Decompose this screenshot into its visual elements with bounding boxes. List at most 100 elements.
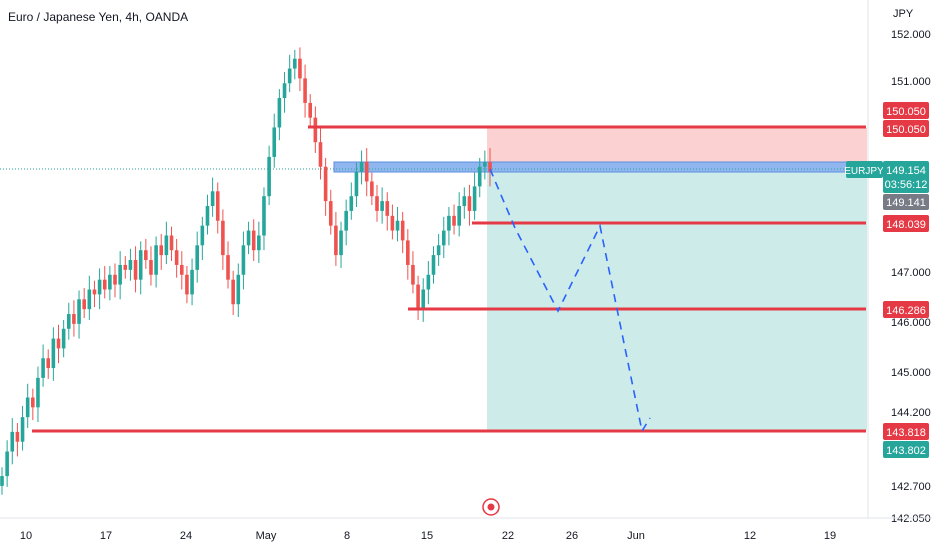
candle-body [395,220,400,231]
candle-body [236,274,241,305]
candle-body [257,235,261,251]
candle-body [118,264,122,285]
candle-body [277,98,282,128]
candle-body [195,245,199,270]
candle-body [457,206,461,226]
tag-bg-143802 [883,441,929,458]
candle-body [488,161,492,172]
currency-label: JPY [893,8,914,20]
candle-body [339,230,343,256]
candle-body [215,191,220,221]
tag-150050-b: 150.050 [886,124,926,136]
candle-body [267,156,271,197]
candle-body [282,83,287,99]
tag-143802: 143.802 [886,445,926,457]
tag-150050-a: 150.050 [886,106,926,118]
candle-body [97,279,102,295]
candle-body [354,171,359,197]
projected-path[interactable] [489,168,651,434]
time-tick: 19 [824,530,836,542]
candles-group [0,47,492,495]
candle-body [87,289,92,310]
price-tick: 142.050 [891,513,931,525]
candle-body [108,274,112,290]
resistance-zone [333,161,867,173]
tag-bg-148039 [883,215,929,232]
candle-body [241,245,246,275]
candle-body [46,358,51,369]
candle-body [436,245,441,256]
candle-body [370,181,374,197]
candle-body [51,338,56,369]
candle-body [411,264,415,285]
tag-bg-146286 [883,301,929,318]
candle-body [380,201,384,211]
candle-body [447,215,451,231]
candle-body [123,264,128,270]
price-tick: 151.000 [891,76,931,88]
last-price-tag-bg [883,161,929,193]
candle-body [359,161,364,172]
candle-body [385,201,390,216]
candle-body [144,250,148,261]
candle-body [41,358,45,378]
chart-title: Euro / Japanese Yen, 4h, OANDA [8,10,189,24]
price-tick: 144.200 [891,407,931,419]
price-tick: 152.000 [891,29,931,41]
time-tick: May [256,530,277,542]
tag-bg-150050-a [883,102,929,119]
candle-body [15,431,20,442]
take-profit-zone [487,170,867,430]
candle-body [164,235,169,256]
tag-143818: 143.818 [886,427,926,439]
candle-body [77,299,81,324]
time-tick: 26 [566,530,578,542]
candle-body [251,230,256,251]
candle-body [66,314,71,329]
time-tick: 17 [100,530,112,542]
candle-body [231,279,235,305]
time-tick: 22 [502,530,514,542]
tag-bg-143818 [883,423,929,440]
candle-body [200,225,205,246]
candle-body [149,260,153,275]
candle-body [36,377,40,408]
candle-body [25,397,30,418]
price-tick: 146.000 [891,317,931,329]
candle-body [349,196,354,211]
candle-body [390,215,395,231]
candle-body [72,314,76,324]
event-marker-icon[interactable] [482,498,500,516]
candle-body [174,250,179,265]
tag-bg-150050-b [883,120,929,137]
candle-body [452,215,456,226]
candle-body [10,431,15,452]
countdown-tag: 03:56:12 [885,179,928,191]
time-tick: Jun [627,530,645,542]
candle-body [287,68,292,84]
tag-148039: 148.039 [886,219,926,231]
candle-body [179,264,184,275]
candle-body [416,284,420,310]
candle-body [20,417,25,442]
candle-body [293,58,297,69]
candle-body [226,255,230,280]
candle-body [169,235,174,251]
candle-body [154,245,158,275]
candle-body [246,230,251,246]
tag-146286: 146.286 [886,305,926,317]
candle-body [128,260,133,270]
candle-body [56,338,61,349]
candle-body [272,127,277,157]
candle-body [190,269,194,295]
candle-body [441,230,446,246]
candle-body [406,240,410,265]
candle-body [344,210,348,231]
candle-body [185,274,189,295]
candle-body [472,186,477,211]
candle-body [431,255,436,275]
symbol-tag-bg [846,161,883,178]
price-tick: 147.000 [891,267,931,279]
candle-body [334,225,338,256]
